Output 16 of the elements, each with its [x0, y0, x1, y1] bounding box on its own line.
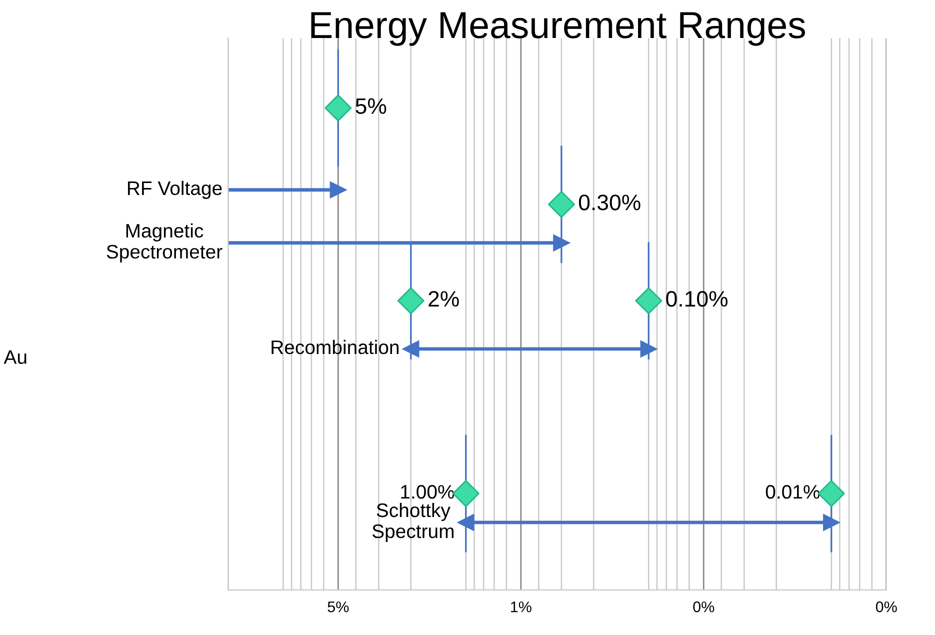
x-tick-label: 0%	[876, 601, 897, 612]
x-tick-label: 1%	[511, 601, 532, 612]
annotation: 0.01%	[766, 484, 820, 499]
annotation: 5%	[356, 98, 386, 114]
chart-title: Energy Measurement Ranges	[311, 12, 806, 46]
annotation: 0.10%	[666, 290, 728, 307]
annotation: RF Voltage	[128, 180, 222, 199]
text: Au	[4, 350, 26, 364]
x-tick-label: 0%	[693, 601, 714, 612]
annotation: Magnetic Spectrometer	[106, 223, 222, 262]
annotation: 2%	[428, 290, 459, 307]
annotation: Schottky Spectrum	[372, 502, 454, 542]
annotation: 1.00%	[401, 484, 454, 499]
x-tick-label: 5%	[328, 601, 349, 612]
annotation: Recombination	[272, 340, 399, 354]
annotation: 0.30%	[578, 194, 640, 210]
